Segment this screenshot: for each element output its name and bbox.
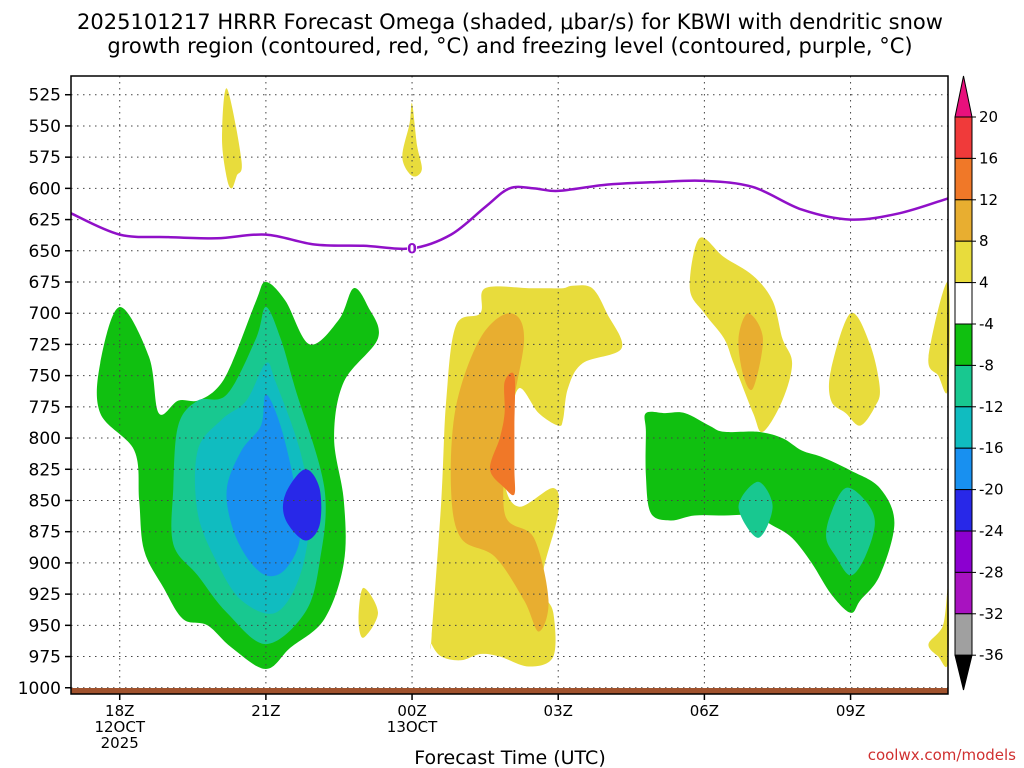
y-tick-label: 750 (29, 367, 61, 387)
colorbar-swatch (954, 613, 973, 656)
colorbar-label: 4 (979, 274, 989, 292)
omega-region-18 (826, 487, 875, 576)
x-tick-label: 09Z (836, 702, 865, 720)
x-tick-label: 03Z (544, 702, 573, 720)
y-tick-label: 900 (29, 554, 61, 574)
omega-region-12 (928, 587, 949, 668)
colorbar-swatch (954, 364, 973, 408)
omega-region-14 (402, 102, 422, 177)
credit-link[interactable]: coolwx.com/models (868, 746, 1016, 764)
y-tick-label: 600 (29, 179, 61, 199)
omega-region-17 (738, 481, 773, 538)
colorbar: 20 16 12 8 4 -4 -8 -12 -16 -20 -24 -28 -32 -36 (954, 75, 1004, 691)
colorbar-label: -8 (979, 356, 994, 374)
y-tick-label: 1000 (18, 679, 61, 699)
omega-region-4 (282, 469, 322, 541)
y-axis: 525 550 575 600 625 650 675 700 725 750 775 800 825 8… (18, 86, 71, 699)
colorbar-label: -4 (979, 315, 994, 333)
y-tick-label: 675 (29, 273, 61, 293)
freezing-level-label-bg (407, 240, 418, 257)
colorbar-label: -28 (979, 563, 1004, 581)
y-tick-label: 700 (29, 304, 61, 324)
y-tick-label: 975 (29, 648, 61, 668)
x-tick-label: 13OCT (387, 718, 438, 736)
chart-title-line-2: growth region (contoured, red, °C) and f… (107, 34, 912, 58)
colorbar-label: -20 (979, 481, 1004, 499)
freezing-level-label: 0 (407, 241, 417, 257)
colorbar-label: -16 (979, 439, 1004, 457)
y-tick-label: 850 (29, 491, 61, 511)
colorbar-label: -36 (979, 646, 1004, 664)
colorbar-swatch (954, 489, 973, 532)
y-tick-label: 525 (29, 86, 61, 106)
colorbar-swatch (954, 240, 973, 284)
omega-region-9 (738, 313, 763, 391)
omega-region-7 (489, 372, 516, 496)
x-tick-label: 06Z (690, 702, 719, 720)
colorbar-swatch (954, 323, 973, 366)
y-tick-label: 650 (29, 242, 61, 262)
colorbar-swatch (954, 282, 973, 325)
colorbar-swatch (954, 447, 973, 491)
omega-region-10 (828, 312, 880, 426)
y-tick-label: 825 (29, 460, 61, 480)
y-tick-label: 800 (29, 429, 61, 449)
x-tick-label: 12OCT (94, 718, 145, 736)
colorbar-label: -32 (979, 605, 1004, 623)
plot-frame (70, 75, 949, 695)
colorbar-label: 12 (979, 191, 998, 209)
omega-region-15 (358, 587, 378, 638)
terrain-band (71, 688, 948, 694)
colorbar-label: 16 (979, 149, 998, 167)
x-tick-label: 18Z (105, 702, 134, 720)
colorbar-swatch (954, 116, 973, 159)
omega-region-11 (928, 281, 950, 394)
chart-title-line-1: 2025101217 HRRR Forecast Omega (shaded, … (77, 10, 943, 34)
x-tick-label: 2025 (101, 734, 139, 752)
omega-region-13 (222, 88, 242, 189)
y-tick-label: 925 (29, 585, 61, 605)
colorbar-swatch (954, 406, 973, 449)
freezing-level-line (70, 179, 949, 251)
y-tick-label: 575 (29, 148, 61, 168)
omega-region-3 (226, 394, 301, 577)
x-tick-label: 00Z (397, 702, 426, 720)
omega-fill-layer (96, 88, 950, 669)
colorbar-swatch (954, 571, 973, 615)
y-tick-label: 950 (29, 616, 61, 636)
freezing-level-layer: 0 (70, 179, 949, 257)
y-tick-label: 875 (29, 523, 61, 543)
colorbar-swatch (954, 530, 973, 573)
x-tick-label: 21Z (251, 702, 280, 720)
colorbar-over-arrow (954, 75, 973, 118)
colorbar-label: -12 (979, 398, 1004, 416)
colorbar-under-arrow (954, 654, 973, 691)
colorbar-swatch (954, 157, 973, 201)
colorbar-swatch (954, 199, 973, 242)
y-tick-label: 775 (29, 398, 61, 418)
colorbar-label: 20 (979, 108, 998, 126)
colorbar-label: -24 (979, 522, 1004, 540)
y-tick-label: 725 (29, 335, 61, 355)
y-tick-label: 550 (29, 117, 61, 137)
y-tick-label: 625 (29, 211, 61, 231)
x-axis-title: Forecast Time (UTC) (414, 747, 605, 768)
colorbar-label: 8 (979, 232, 989, 250)
